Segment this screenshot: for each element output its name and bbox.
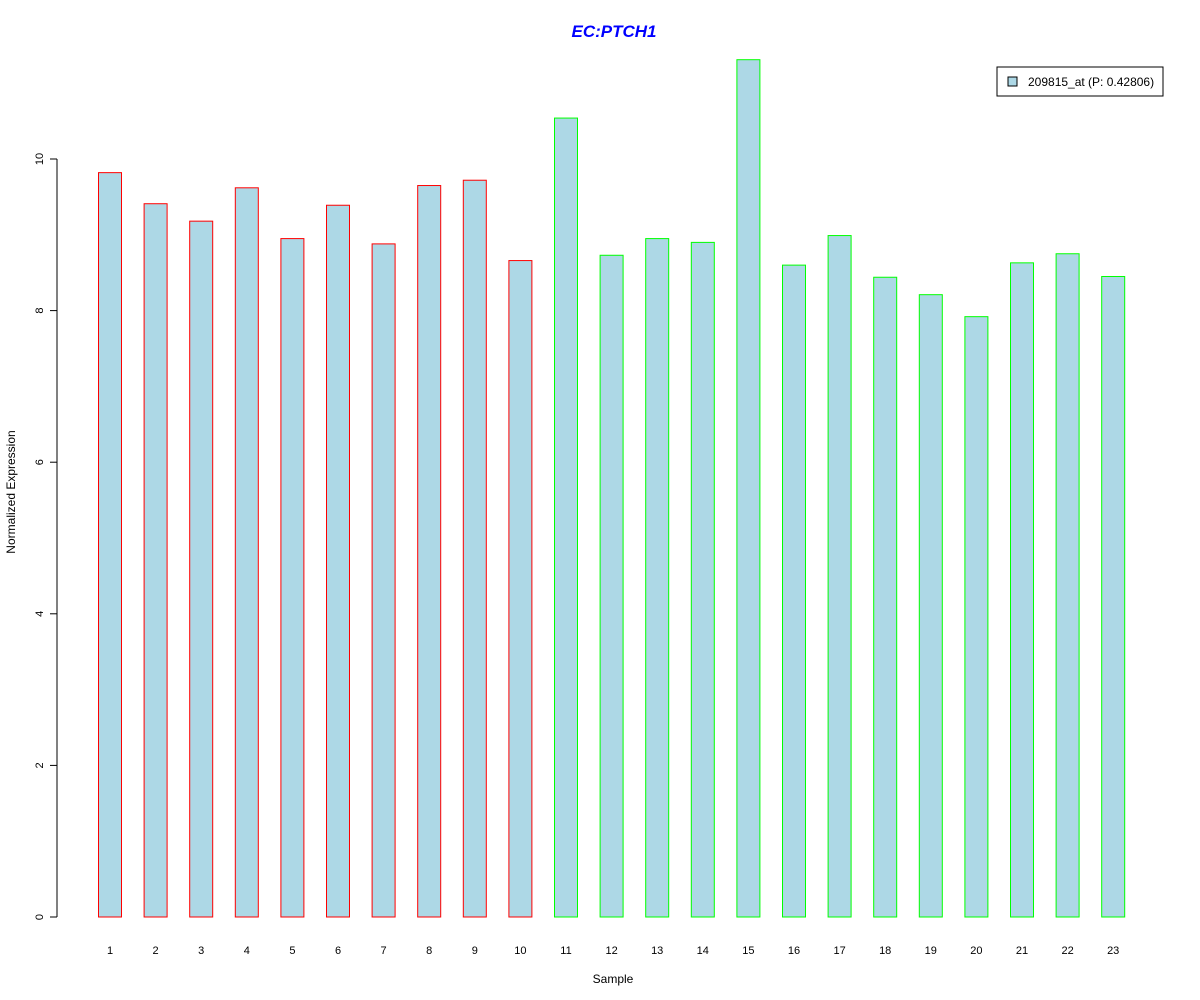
y-tick-label: 10 xyxy=(34,153,46,165)
x-tick-label: 17 xyxy=(833,945,845,957)
bar-sample-7 xyxy=(371,243,396,918)
x-tick-label: 20 xyxy=(970,945,982,957)
legend: 209815_at (P: 0.42806) xyxy=(996,66,1164,97)
y-axis-label: Normalized Expression xyxy=(4,430,18,553)
x-tick-label: 13 xyxy=(651,945,663,957)
legend-swatch xyxy=(1007,76,1018,87)
bar-sample-21 xyxy=(1010,262,1034,918)
bar-sample-12 xyxy=(599,254,624,918)
x-tick-label: 21 xyxy=(1016,945,1028,957)
bar-sample-1 xyxy=(98,172,122,918)
y-tick-label: 2 xyxy=(34,762,46,768)
bar-sample-9 xyxy=(462,179,487,918)
x-tick-label: 12 xyxy=(605,945,617,957)
x-tick-label: 8 xyxy=(426,945,432,957)
x-tick-label: 15 xyxy=(742,945,754,957)
x-tick-label: 6 xyxy=(335,945,341,957)
bar-sample-3 xyxy=(189,220,214,918)
bar-sample-5 xyxy=(280,238,305,918)
bar-sample-17 xyxy=(827,235,852,918)
bar-sample-10 xyxy=(508,260,533,918)
bar-sample-13 xyxy=(645,238,670,918)
bar-sample-22 xyxy=(1055,253,1080,918)
x-tick-label: 16 xyxy=(788,945,800,957)
bar-sample-8 xyxy=(417,185,442,918)
bar-sample-15 xyxy=(736,59,761,918)
bar-sample-18 xyxy=(873,276,898,918)
x-tick-label: 10 xyxy=(514,945,526,957)
bar-sample-20 xyxy=(964,316,989,918)
x-tick-label: 2 xyxy=(153,945,159,957)
y-tick-label: 0 xyxy=(34,914,46,920)
bar-series xyxy=(98,59,1126,918)
bar-sample-23 xyxy=(1101,275,1126,918)
chart-title: EC:PTCH1 xyxy=(571,22,656,41)
bar-sample-16 xyxy=(782,264,806,918)
x-tick-label: 22 xyxy=(1061,945,1073,957)
y-tick-label: 4 xyxy=(34,611,46,617)
x-tick-label: 14 xyxy=(697,945,709,957)
x-tick-label: 7 xyxy=(381,945,387,957)
y-tick-label: 6 xyxy=(34,459,46,465)
bar-sample-14 xyxy=(690,241,715,918)
x-tick-label: 1 xyxy=(107,945,113,957)
x-tick-label: 5 xyxy=(289,945,295,957)
x-axis-label: Sample xyxy=(593,972,634,986)
x-tick-label: 19 xyxy=(925,945,937,957)
x-tick-label: 3 xyxy=(198,945,204,957)
bar-sample-4 xyxy=(234,187,259,918)
bar-sample-19 xyxy=(918,294,943,918)
bar-sample-11 xyxy=(554,117,578,918)
x-tick-label: 9 xyxy=(472,945,478,957)
legend-label: 209815_at (P: 0.42806) xyxy=(1028,75,1154,89)
x-axis-tick-labels: 1 2 3 4 5 6 7 8 9 10 11 12 13 14 15 16 17 18 19 20 21 22 23 xyxy=(107,945,1119,957)
x-tick-label: 11 xyxy=(560,945,571,957)
y-tick-label: 8 xyxy=(34,308,46,314)
y-axis: 0 2 4 6 8 10 xyxy=(34,153,58,920)
bar-sample-6 xyxy=(326,204,350,918)
x-tick-label: 23 xyxy=(1107,945,1119,957)
legend-box xyxy=(996,66,1164,97)
x-tick-label: 4 xyxy=(244,945,250,957)
x-tick-label: 18 xyxy=(879,945,891,957)
bar-sample-2 xyxy=(143,203,168,918)
